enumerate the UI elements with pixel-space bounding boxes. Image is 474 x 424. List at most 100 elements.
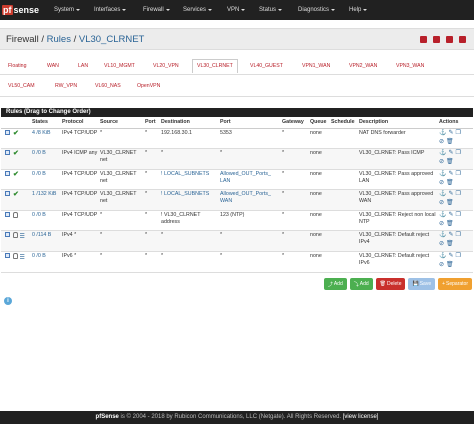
cell-states[interactable]: 0 /0 B bbox=[31, 169, 61, 191]
tab-vl40-guest[interactable]: VL40_GUEST bbox=[250, 63, 283, 69]
disable-icon[interactable]: ⊘ bbox=[439, 220, 445, 227]
edit-icon[interactable]: ✎ bbox=[448, 253, 454, 260]
tab-vl30-clrnet[interactable]: VL30_CLRNET bbox=[192, 59, 238, 73]
copy-icon[interactable]: ❐ bbox=[455, 253, 461, 260]
row-select[interactable] bbox=[1, 169, 12, 191]
menu-firewall[interactable]: Firewall bbox=[143, 7, 170, 13]
trash-icon[interactable]: 🗑 bbox=[446, 220, 454, 227]
disable-icon[interactable]: ⊘ bbox=[439, 241, 445, 248]
row-select[interactable] bbox=[1, 189, 12, 211]
tab-vl10-mgmt[interactable]: VL10_MGMT bbox=[104, 63, 135, 69]
cell-dest-port[interactable]: Allowed_OUT_Ports_ WAN bbox=[219, 189, 281, 211]
menu-interfaces[interactable]: Interfaces bbox=[94, 7, 127, 13]
row-select[interactable] bbox=[1, 251, 12, 273]
checkbox[interactable] bbox=[5, 232, 10, 238]
checkbox[interactable] bbox=[5, 191, 10, 197]
anchor-icon[interactable]: ⚓ bbox=[439, 232, 447, 239]
disable-icon[interactable]: ⊘ bbox=[439, 138, 445, 145]
edit-icon[interactable]: ✎ bbox=[448, 211, 454, 218]
trash-icon[interactable]: 🗑 bbox=[446, 262, 454, 269]
table-row[interactable]: ☰ 0 /0 B IPv6 * * * * * * none VL30_CLRN… bbox=[1, 251, 473, 273]
trash-icon[interactable]: 🗑 bbox=[446, 138, 454, 145]
breadcrumb-rules[interactable]: Rules bbox=[46, 34, 71, 45]
copy-icon[interactable]: ❐ bbox=[455, 150, 461, 157]
tab-lan[interactable]: LAN bbox=[78, 63, 89, 69]
trash-icon[interactable]: 🗑 bbox=[446, 179, 454, 186]
checkbox[interactable] bbox=[5, 211, 10, 217]
tab-rw-vpn[interactable]: RW_VPN bbox=[55, 83, 78, 89]
copy-icon[interactable]: ❐ bbox=[455, 129, 461, 136]
slider-icon[interactable] bbox=[420, 36, 427, 43]
table-row[interactable]: ✔ 4 /8 KiB IPv4 TCP/UDP * * 192.168.30.1… bbox=[1, 128, 473, 150]
checkbox[interactable] bbox=[5, 129, 10, 135]
checkbox[interactable] bbox=[5, 170, 10, 176]
view-license-link[interactable]: [view license] bbox=[342, 414, 379, 420]
anchor-icon[interactable]: ⚓ bbox=[439, 170, 447, 177]
checkbox[interactable] bbox=[5, 150, 10, 156]
checkbox[interactable] bbox=[5, 253, 10, 259]
add-top-button[interactable]: ⤴ Add bbox=[323, 278, 347, 290]
tab-vl60-nas[interactable]: VL60_NAS bbox=[95, 83, 121, 89]
tab-openvpn[interactable]: OpenVPN bbox=[137, 83, 161, 89]
table-row[interactable]: ☰ 0 /114 B IPv4 * * * * * * none VL30_CL… bbox=[1, 230, 473, 253]
menu-system[interactable]: System bbox=[54, 7, 81, 13]
copy-icon[interactable]: ❐ bbox=[455, 191, 461, 198]
tab-floating[interactable]: Floating bbox=[8, 63, 27, 69]
disable-icon[interactable]: ⊘ bbox=[439, 179, 445, 186]
cell-states[interactable]: 4 /8 KiB bbox=[31, 128, 61, 150]
row-select[interactable] bbox=[1, 148, 12, 170]
edit-icon[interactable]: ✎ bbox=[448, 129, 454, 136]
edit-icon[interactable]: ✎ bbox=[448, 191, 454, 198]
menu-services[interactable]: Services bbox=[183, 7, 213, 13]
chart-icon[interactable] bbox=[433, 36, 440, 43]
copy-icon[interactable]: ❐ bbox=[455, 232, 461, 239]
copy-icon[interactable]: ❐ bbox=[455, 211, 461, 218]
row-select[interactable] bbox=[1, 210, 12, 232]
table-row[interactable]: ✔ 0 /0 B IPv4 TCP/UDP VL30_CLRNET net * … bbox=[1, 169, 473, 191]
copy-icon[interactable]: ❐ bbox=[455, 170, 461, 177]
anchor-icon[interactable]: ⚓ bbox=[439, 150, 447, 157]
tab-wan[interactable]: WAN bbox=[47, 63, 59, 69]
tab-vpn2-wan[interactable]: VPN2_WAN bbox=[349, 63, 378, 69]
menu-status[interactable]: Status bbox=[259, 7, 283, 13]
table-row[interactable]: ✔ 0 /0 B IPv4 ICMP any VL30_CLRNET net *… bbox=[1, 148, 473, 170]
add-bottom-button[interactable]: ⤵ Add bbox=[349, 278, 373, 290]
anchor-icon[interactable]: ⚓ bbox=[439, 211, 447, 218]
menu-help[interactable]: Help bbox=[349, 7, 368, 13]
menu-diagnostics[interactable]: Diagnostics bbox=[298, 7, 336, 13]
tab-vl20-vpn[interactable]: VL20_VPN bbox=[153, 63, 179, 69]
cell-destination[interactable]: ! LOCAL_SUBNETS bbox=[160, 189, 219, 211]
list-icon[interactable] bbox=[446, 36, 453, 43]
breadcrumb-interface[interactable]: VL30_CLRNET bbox=[78, 34, 145, 45]
disable-icon[interactable]: ⊘ bbox=[439, 200, 445, 207]
cell-destination[interactable]: ! LOCAL_SUBNETS bbox=[160, 169, 219, 191]
menu-vpn[interactable]: VPN bbox=[227, 7, 246, 13]
edit-icon[interactable]: ✎ bbox=[448, 232, 454, 239]
trash-icon[interactable]: 🗑 bbox=[446, 159, 454, 166]
cell-states[interactable]: 0 /0 B bbox=[31, 251, 61, 273]
tab-vpn3-wan[interactable]: VPN3_WAN bbox=[396, 63, 425, 69]
table-row[interactable]: 0 /0 B IPv4 TCP/UDP * * ! VL30_CLRNET ad… bbox=[1, 210, 473, 232]
row-select[interactable] bbox=[1, 230, 12, 253]
row-select[interactable] bbox=[1, 128, 12, 150]
cell-states[interactable]: 1 /132 KiB bbox=[31, 189, 61, 211]
cell-states[interactable]: 0 /114 B bbox=[31, 230, 61, 253]
delete-button[interactable]: 🗑 Delete bbox=[375, 278, 406, 290]
pfsense-logo[interactable]: pf sense bbox=[0, 0, 46, 20]
disable-icon[interactable]: ⊘ bbox=[439, 159, 445, 166]
anchor-icon[interactable]: ⚓ bbox=[439, 129, 447, 136]
trash-icon[interactable]: 🗑 bbox=[446, 241, 454, 248]
cell-dest-port[interactable]: Allowed_OUT_Ports_ LAN bbox=[219, 169, 281, 191]
anchor-icon[interactable]: ⚓ bbox=[439, 191, 447, 198]
trash-icon[interactable]: 🗑 bbox=[446, 200, 454, 207]
edit-icon[interactable]: ✎ bbox=[448, 170, 454, 177]
cell-states[interactable]: 0 /0 B bbox=[31, 210, 61, 232]
tab-vpn1-wan[interactable]: VPN1_WAN bbox=[302, 63, 331, 69]
help-icon[interactable] bbox=[459, 36, 466, 43]
anchor-icon[interactable]: ⚓ bbox=[439, 253, 447, 260]
tab-vl50-cam[interactable]: VL50_CAM bbox=[8, 83, 35, 89]
edit-icon[interactable]: ✎ bbox=[448, 150, 454, 157]
info-icon[interactable]: i bbox=[4, 297, 12, 305]
table-row[interactable]: ✔ 1 /132 KiB IPv4 TCP/UDP VL30_CLRNET ne… bbox=[1, 189, 473, 211]
save-button[interactable]: 💾 Save bbox=[408, 278, 436, 290]
